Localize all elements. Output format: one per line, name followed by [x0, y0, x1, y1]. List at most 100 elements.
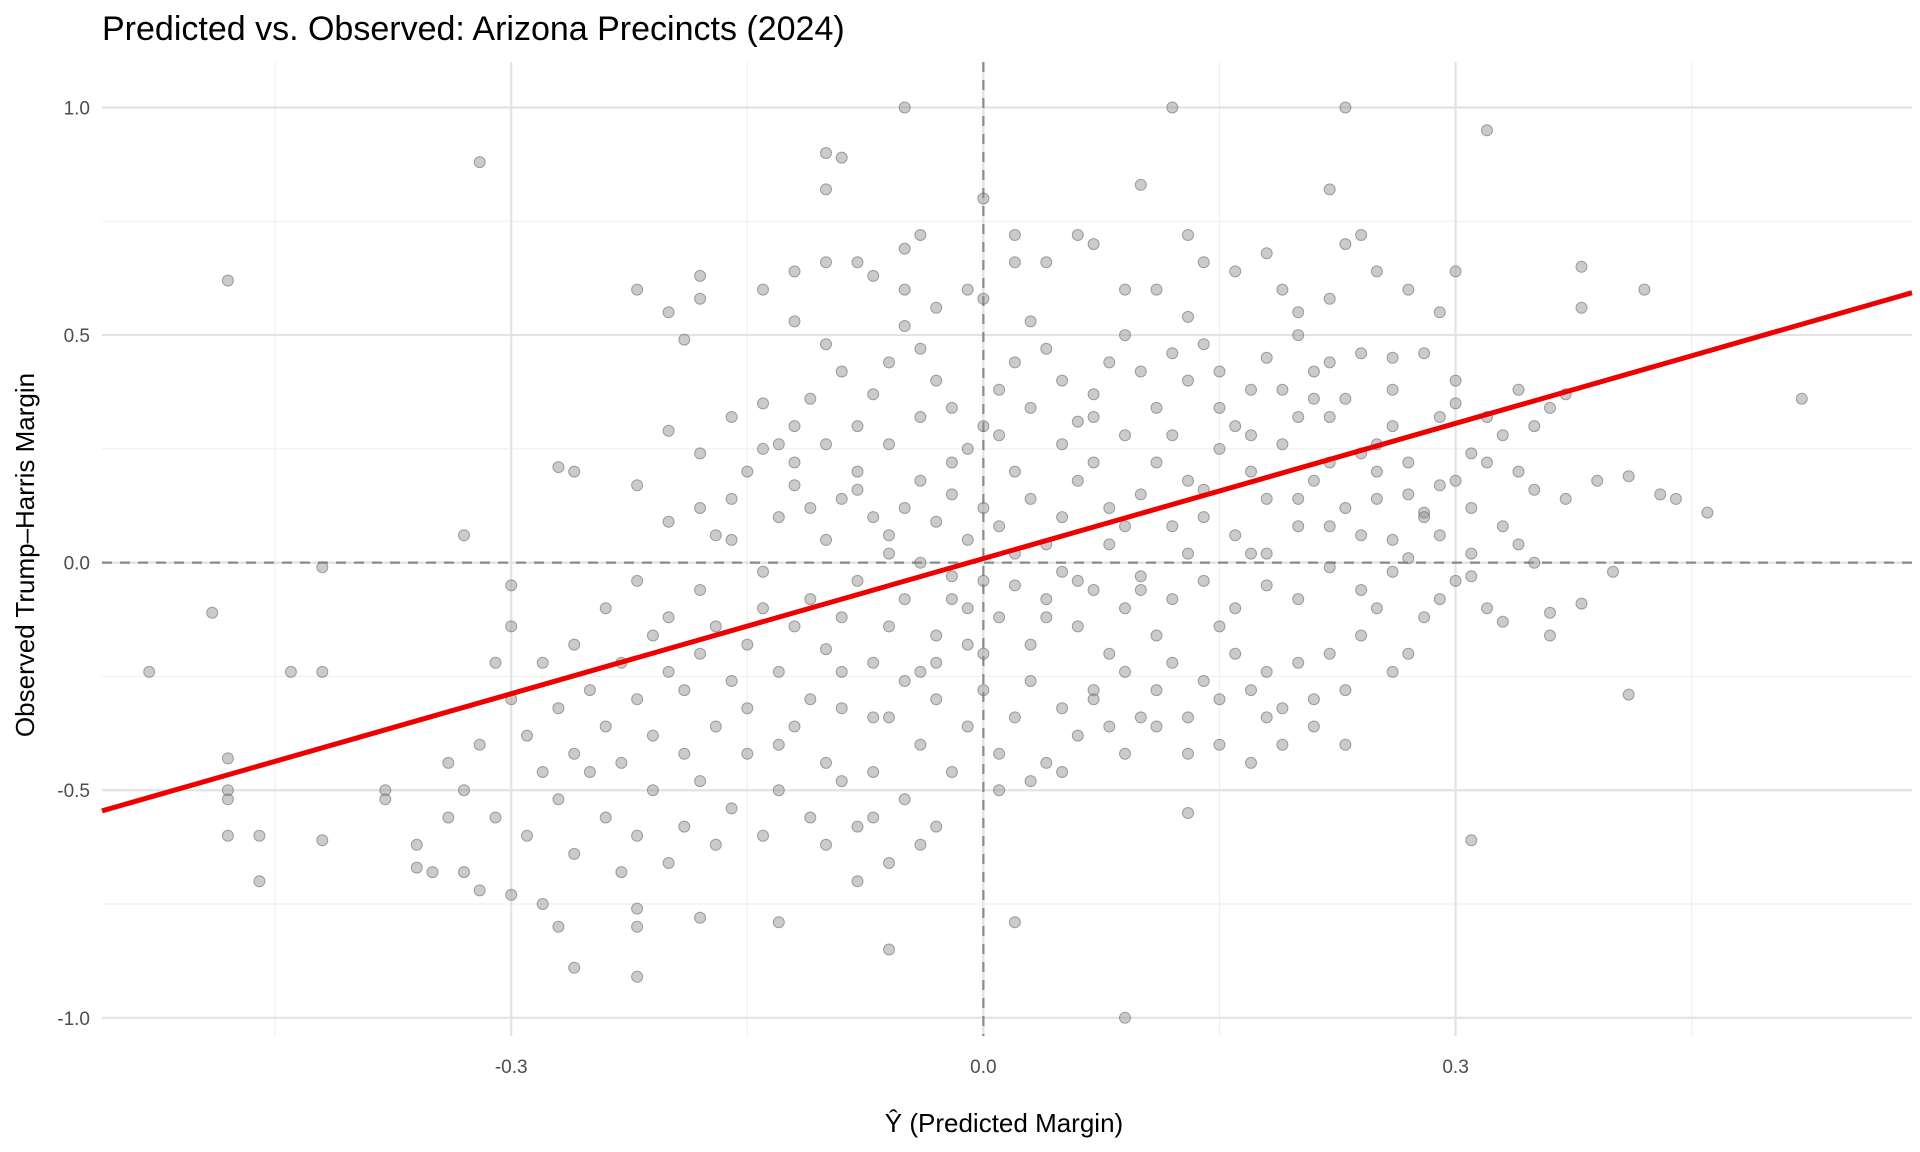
data-point: [1276, 383, 1289, 396]
data-point: [914, 665, 927, 678]
data-point: [458, 529, 470, 542]
data-point: [1292, 593, 1305, 606]
data-point: [1166, 347, 1179, 360]
data-point: [930, 301, 943, 314]
data-point: [1182, 374, 1194, 387]
data-point: [945, 488, 958, 501]
data-point: [678, 747, 691, 760]
data-point: [757, 442, 769, 455]
data-point: [1260, 247, 1273, 260]
data-point: [1323, 411, 1336, 423]
data-point: [898, 101, 911, 114]
data-point: [977, 192, 990, 205]
data-point: [820, 147, 832, 159]
data-point: [1229, 265, 1242, 278]
data-point: [961, 442, 974, 455]
data-point: [1449, 265, 1462, 278]
data-point: [867, 511, 880, 524]
data-point: [253, 875, 266, 888]
data-point: [1119, 747, 1131, 760]
data-point: [1544, 606, 1556, 619]
data-point: [741, 638, 754, 651]
data-point: [1008, 256, 1021, 269]
data-point: [568, 638, 581, 651]
data-point: [206, 606, 219, 619]
data-point: [1119, 602, 1131, 615]
data-point: [631, 829, 644, 842]
data-point: [993, 520, 1006, 533]
data-point: [709, 620, 722, 633]
data-point: [1182, 474, 1194, 487]
data-point: [1386, 420, 1399, 433]
data-point: [631, 970, 644, 983]
data-point: [1496, 520, 1509, 533]
data-point: [1197, 256, 1210, 269]
data-point: [898, 283, 911, 296]
data-point: [221, 793, 234, 806]
data-point: [1087, 456, 1100, 469]
data-point: [788, 720, 801, 733]
data-point: [458, 784, 470, 797]
data-point: [1182, 547, 1194, 560]
data-point: [1166, 593, 1179, 606]
data-point: [1260, 547, 1273, 560]
y-tick-label: 1.0: [64, 99, 90, 120]
data-point: [1229, 647, 1242, 660]
data-point: [709, 838, 722, 851]
y-axis-title: Observed Trump–Harris Margin: [10, 373, 40, 737]
data-point: [1512, 383, 1525, 396]
data-point: [1575, 597, 1588, 610]
data-point: [1119, 283, 1131, 296]
data-point: [1622, 688, 1635, 701]
data-point: [1386, 533, 1399, 546]
data-point: [1402, 488, 1415, 501]
data-point: [1355, 229, 1368, 241]
data-point: [1024, 401, 1037, 414]
data-point: [1071, 474, 1084, 487]
data-point: [914, 411, 927, 423]
data-point: [1119, 665, 1131, 678]
data-point: [914, 556, 927, 569]
data-point: [867, 388, 880, 401]
data-point: [883, 547, 895, 560]
data-point: [631, 902, 644, 915]
data-point: [284, 665, 297, 678]
data-point: [835, 365, 848, 378]
data-point: [709, 720, 722, 733]
data-point: [646, 629, 659, 642]
data-point: [851, 420, 864, 433]
data-point: [316, 561, 329, 574]
data-point: [1386, 383, 1399, 396]
data-point: [615, 866, 628, 879]
data-point: [851, 256, 864, 269]
data-point: [1544, 629, 1556, 642]
data-point: [1339, 502, 1352, 514]
data-point: [1465, 447, 1478, 460]
data-point: [536, 656, 549, 669]
data-point: [1182, 807, 1194, 819]
data-point: [867, 766, 880, 778]
data-point: [961, 720, 974, 733]
data-point: [1402, 647, 1415, 660]
data-point: [1119, 520, 1131, 533]
data-point: [945, 766, 958, 778]
data-point: [505, 888, 518, 901]
y-tick-label: 0.5: [64, 326, 90, 347]
data-point: [851, 875, 864, 888]
data-point: [599, 602, 612, 615]
data-point: [442, 811, 455, 824]
data-point: [725, 802, 738, 815]
data-point: [867, 269, 880, 282]
data-point: [961, 602, 974, 615]
data-point: [757, 397, 769, 410]
data-point: [583, 766, 596, 778]
data-point: [898, 675, 911, 687]
data-point: [1276, 438, 1289, 451]
data-point: [1386, 351, 1399, 364]
data-point: [473, 738, 486, 751]
data-point: [442, 756, 455, 769]
data-point: [1260, 351, 1273, 364]
data-point: [977, 420, 990, 433]
y-tick-label: -0.5: [57, 781, 90, 802]
